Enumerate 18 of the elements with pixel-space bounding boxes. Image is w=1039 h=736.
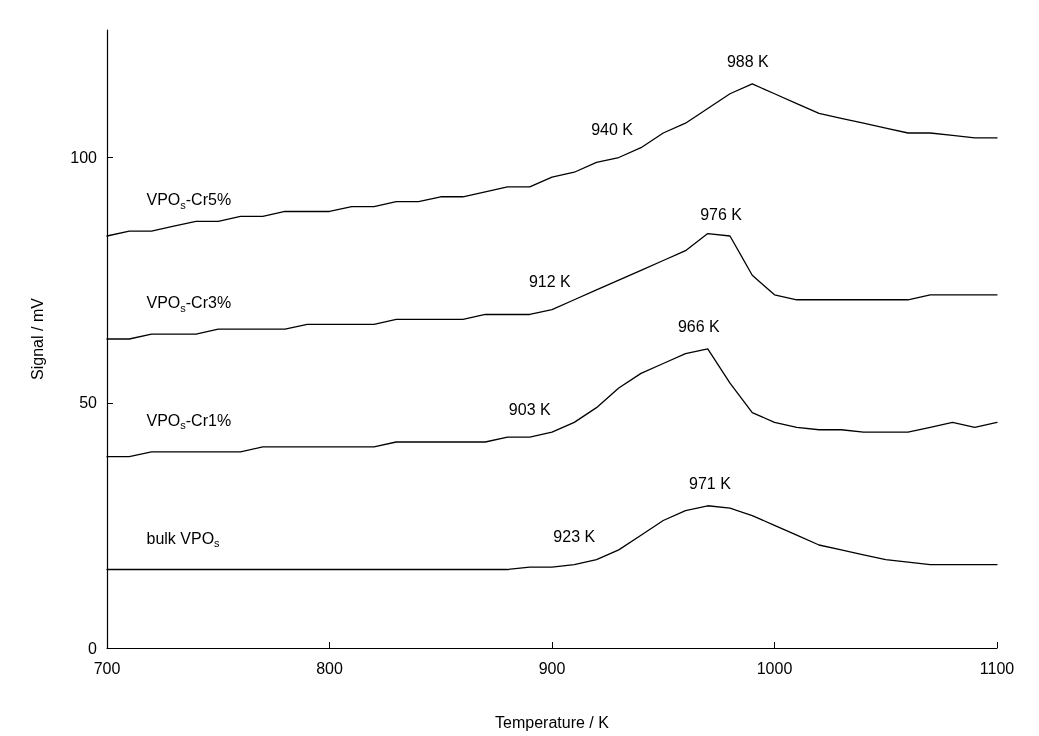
x-tick-label: 1000 [756,659,793,677]
annotation: 903 K [508,400,551,418]
x-tick-label: 700 [93,659,121,677]
annotation: 988 K [726,53,770,71]
annotation: 940 K [591,121,634,139]
x-tick-label: 1100 [979,659,1015,677]
x-tick-label: 900 [538,659,566,677]
y-tick-label: 100 [70,149,98,167]
annotation: 971 K [689,475,732,493]
x-axis-title: Temperature / K [495,713,610,731]
y-axis-title: Signal / mV [28,297,46,380]
y-tick-label: 0 [88,639,98,657]
annotation: 976 K [700,205,743,223]
x-tick-label: 800 [316,659,343,677]
annotation: 923 K [553,528,596,546]
annotation: 966 K [677,318,721,336]
y-tick-label: 50 [79,394,98,412]
annotation: 912 K [528,273,572,291]
